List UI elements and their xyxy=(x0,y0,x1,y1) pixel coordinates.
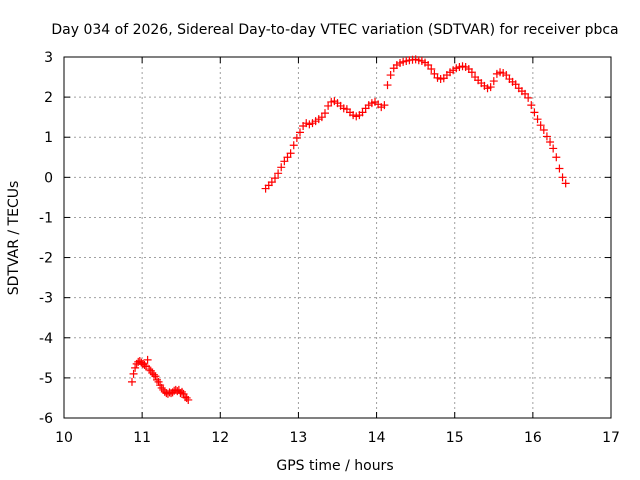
data-point xyxy=(277,163,286,172)
data-point xyxy=(558,173,567,182)
data-point xyxy=(127,377,136,386)
data-point xyxy=(358,108,367,117)
data-point xyxy=(427,65,436,74)
x-tick-label: 13 xyxy=(290,430,308,446)
data-point xyxy=(280,157,289,166)
x-tick-label: 17 xyxy=(602,430,620,446)
x-tick-label: 16 xyxy=(524,430,542,446)
data-point xyxy=(424,61,433,70)
grid xyxy=(64,57,611,418)
data-point xyxy=(145,365,154,374)
y-tick-label: -3 xyxy=(39,291,53,307)
data-point xyxy=(143,355,152,364)
y-tick-label: -1 xyxy=(39,210,53,226)
data-point xyxy=(317,113,326,122)
y-axis-label: SDTVAR / TECUs xyxy=(6,181,22,296)
data-point xyxy=(386,71,395,80)
data-point xyxy=(292,134,301,143)
data-point xyxy=(552,153,561,162)
data-point xyxy=(267,178,276,187)
data-point xyxy=(324,101,333,110)
data-point xyxy=(149,370,158,379)
data-point xyxy=(502,71,511,80)
data-point xyxy=(184,395,193,404)
data-point xyxy=(549,144,558,153)
data-point xyxy=(555,164,564,173)
data-point xyxy=(270,174,279,183)
data-point xyxy=(380,101,389,110)
data-point xyxy=(489,77,498,86)
data-point xyxy=(524,93,533,102)
data-point xyxy=(521,89,530,98)
data-point xyxy=(486,83,495,92)
data-point xyxy=(561,179,570,188)
data-point xyxy=(527,101,536,110)
data-point xyxy=(295,128,304,137)
data-point xyxy=(283,153,292,162)
y-tick-label: -5 xyxy=(39,371,53,387)
data-points xyxy=(127,55,570,404)
chart-title: Day 034 of 2026, Sidereal Day-to-day VTE… xyxy=(51,22,618,38)
x-axis-label: GPS time / hours xyxy=(276,458,393,474)
y-tick-label: -4 xyxy=(39,331,53,347)
data-point xyxy=(131,363,140,372)
data-point xyxy=(140,361,149,370)
data-point xyxy=(533,115,542,124)
x-tick-label: 11 xyxy=(133,430,151,446)
plot-frame xyxy=(63,56,612,419)
data-point xyxy=(289,141,298,150)
x-tick-label: 10 xyxy=(55,430,73,446)
y-tick-label: 1 xyxy=(44,130,53,146)
data-point xyxy=(274,169,283,178)
data-point xyxy=(511,80,520,89)
data-point xyxy=(530,108,539,117)
data-point xyxy=(430,69,439,78)
data-point xyxy=(536,121,545,130)
data-point xyxy=(467,68,476,77)
data-point xyxy=(151,372,160,381)
data-point xyxy=(546,138,555,147)
data-point xyxy=(152,375,161,384)
y-tick-label: 2 xyxy=(44,90,53,106)
y-tick-label: 3 xyxy=(44,50,53,66)
data-point xyxy=(542,132,551,141)
data-point xyxy=(177,387,186,396)
x-tick-label: 14 xyxy=(368,430,386,446)
x-tick-label: 15 xyxy=(446,430,464,446)
data-point xyxy=(539,126,548,135)
data-point xyxy=(157,383,166,392)
x-tick-label: 12 xyxy=(211,430,229,446)
y-tick-label: -6 xyxy=(39,411,53,427)
y-tick-label: -2 xyxy=(39,251,53,267)
data-point xyxy=(383,81,392,90)
data-point xyxy=(182,393,191,402)
data-point xyxy=(320,109,329,118)
y-tick-label: 0 xyxy=(44,170,53,186)
data-point xyxy=(286,149,295,158)
data-point xyxy=(129,369,138,378)
